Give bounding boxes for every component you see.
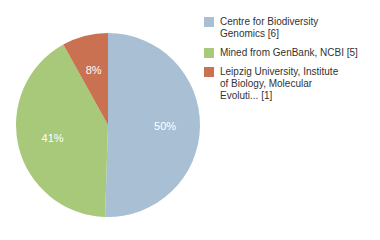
html-text:Genomics [6]: Genomics [6]	[220, 28, 279, 39]
html-text:of Biology, Molecular: of Biology, Molecular	[220, 78, 313, 89]
svg-text:50%: 50%	[154, 120, 176, 132]
svg-text:8%: 8%	[86, 64, 102, 76]
html-text:Mined from GenBank, NCBI [5]: Mined from GenBank, NCBI [5]	[220, 47, 358, 58]
svg-text:41%: 41%	[42, 132, 64, 144]
html-text:Leipzig University, Institute: Leipzig University, Institute	[220, 66, 339, 77]
html-text:Evoluti... [1]: Evoluti... [1]	[220, 90, 273, 101]
html-text:Centre for Biodiversity: Centre for Biodiversity	[220, 16, 319, 27]
